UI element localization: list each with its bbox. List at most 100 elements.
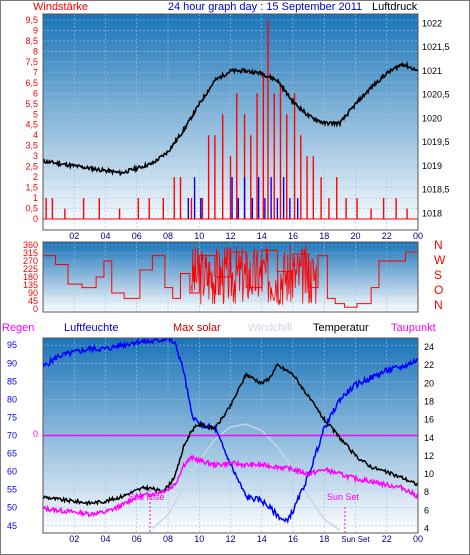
wind-speed-bar — [286, 114, 288, 219]
wind-tick-label: 9 — [33, 25, 38, 35]
x-tick-label: 10 — [194, 231, 204, 241]
pressure-tick-label: 1021 — [422, 66, 442, 76]
wind-tick-label: 7,5 — [25, 57, 38, 67]
wind-gust-bar — [257, 177, 260, 219]
x-tick-label: 08 — [163, 534, 173, 544]
wind-direction-grid — [43, 242, 419, 312]
wind-tick-label: 1 — [33, 193, 38, 203]
temperature-tick-label: 14 — [424, 433, 434, 443]
direction-tick-label: 360 — [23, 240, 38, 250]
wind-speed-bar — [312, 156, 315, 219]
temperature-tick-label: 8 — [424, 487, 429, 497]
wind-speed-bar — [162, 198, 165, 219]
wind-speed-bar — [221, 114, 224, 219]
wind-tick-label: 0,5 — [25, 204, 38, 214]
wind-tick-label: 0 — [33, 214, 38, 224]
wind-gust-bar — [276, 198, 279, 219]
humidity-tick-label: 55 — [7, 485, 17, 495]
wind-speed-bar — [148, 198, 150, 219]
wind-tick-label: 5,5 — [25, 99, 38, 109]
wind-speed-bar — [406, 208, 408, 219]
pressure-tick-label: 1019 — [422, 161, 442, 171]
sunset-label: Sun Set — [327, 492, 360, 502]
wind-tick-label: 1,5 — [25, 183, 38, 193]
humidity-tick-label: 50 — [7, 503, 17, 513]
wind-tick-label: 7 — [33, 67, 38, 77]
wind-speed-bar — [201, 198, 204, 219]
humidity-tick-label: 80 — [7, 394, 17, 404]
direction-tick-label: 180 — [23, 272, 38, 282]
direction-tick-label: 90 — [28, 288, 38, 298]
humidity-tick-label: 85 — [7, 376, 17, 386]
wind-tick-label: 2 — [33, 172, 38, 182]
sunrise-label: Sun Rise — [128, 492, 165, 502]
wind-tick-label: 6 — [33, 88, 38, 98]
wind-gust-bar — [243, 177, 246, 219]
x-tick-label: 08 — [163, 231, 173, 241]
compass-letter: N — [434, 238, 443, 252]
temperature-tick-label: 22 — [424, 360, 434, 370]
wind-speed-bar — [236, 93, 238, 219]
pressure-line — [43, 60, 418, 177]
wind-tick-label: 4 — [33, 130, 38, 140]
x-tick-label: 10 — [194, 534, 204, 544]
rain-zero-label: 0 — [33, 429, 38, 439]
wind-speed-bar — [250, 135, 252, 219]
humidity-tick-label: 65 — [7, 449, 17, 459]
humidity-tick-label: 95 — [7, 340, 17, 350]
humidity-line — [43, 338, 418, 524]
wind-tick-label: 8 — [33, 46, 38, 56]
humidity-tick-label: 45 — [7, 521, 17, 531]
direction-tick-label: 0 — [33, 304, 38, 314]
temperature-tick-label: 20 — [424, 378, 434, 388]
direction-tick-label: 270 — [23, 256, 38, 266]
temperature-axis: 4 6 8 10 12 14 16 18 20 22 24 — [424, 342, 434, 533]
wind-speed-bar — [306, 156, 308, 219]
legend-max-solar: Max solar — [173, 322, 221, 334]
pressure-axis: 1018 1018,5 1019 1019,5 1020 1020,5 1021 1021,5… — [422, 18, 450, 218]
temperature-tick-label: 10 — [424, 469, 434, 479]
x-tick-label: 12 — [225, 534, 235, 544]
pressure-line-layer — [43, 60, 418, 177]
wind-speed-bar — [293, 93, 296, 219]
wind-gust-bar — [251, 198, 254, 219]
wind-speed-axis: 00,511,522,533,544,555,566,577,588,599,5 — [25, 15, 38, 224]
wind-speed-bar — [382, 198, 385, 219]
direction-tick-label: 45 — [28, 296, 38, 306]
wind-direction-line-layer — [43, 244, 418, 308]
wind-tick-label: 5 — [33, 109, 38, 119]
pressure-tick-label: 1018,5 — [422, 185, 450, 195]
legend-windchill: Windchill — [248, 322, 292, 334]
wind-speed-bar — [256, 93, 258, 219]
x-tick-label: 06 — [132, 231, 142, 241]
pressure-tick-label: 1020,5 — [422, 90, 450, 100]
wind-gust-bar — [193, 177, 196, 219]
wind-speed-bar — [395, 198, 397, 219]
wind-speed-bar — [336, 177, 338, 219]
wind-speed-bar — [214, 135, 216, 219]
wind-speed-bar — [98, 198, 100, 219]
wind-speed-bar — [356, 198, 358, 219]
header-title: 24 hour graph day : 15 September 2011 — [168, 1, 362, 13]
x-tick-label: 06 — [132, 534, 142, 544]
wind-speed-bar — [320, 177, 322, 219]
wind-speed-bar — [173, 177, 175, 219]
header-right-label: Luftdruck — [372, 1, 418, 13]
wind-speed-bar — [118, 208, 121, 219]
compass-letter: N — [434, 298, 443, 312]
wind-gust-bar — [270, 177, 272, 219]
x-tick-label: 04 — [100, 231, 110, 241]
wind-speed-bar — [273, 93, 275, 219]
pressure-tick-label: 1020 — [422, 113, 442, 123]
x-tick-label: 22 — [382, 534, 392, 544]
wind-direction-oscillation — [191, 244, 317, 306]
wind-tick-label: 8,5 — [25, 36, 38, 46]
wind-speed-bar — [370, 208, 372, 219]
sunset-tick-label: Sun Set — [341, 535, 370, 544]
x-axis-top: 02 04 06 08 10 12 14 16 18 20 22 00 — [69, 231, 423, 241]
humidity-tick-label: 70 — [7, 431, 17, 441]
temperature-humidity-line-layer — [43, 338, 418, 531]
max-solar-line — [151, 423, 341, 531]
